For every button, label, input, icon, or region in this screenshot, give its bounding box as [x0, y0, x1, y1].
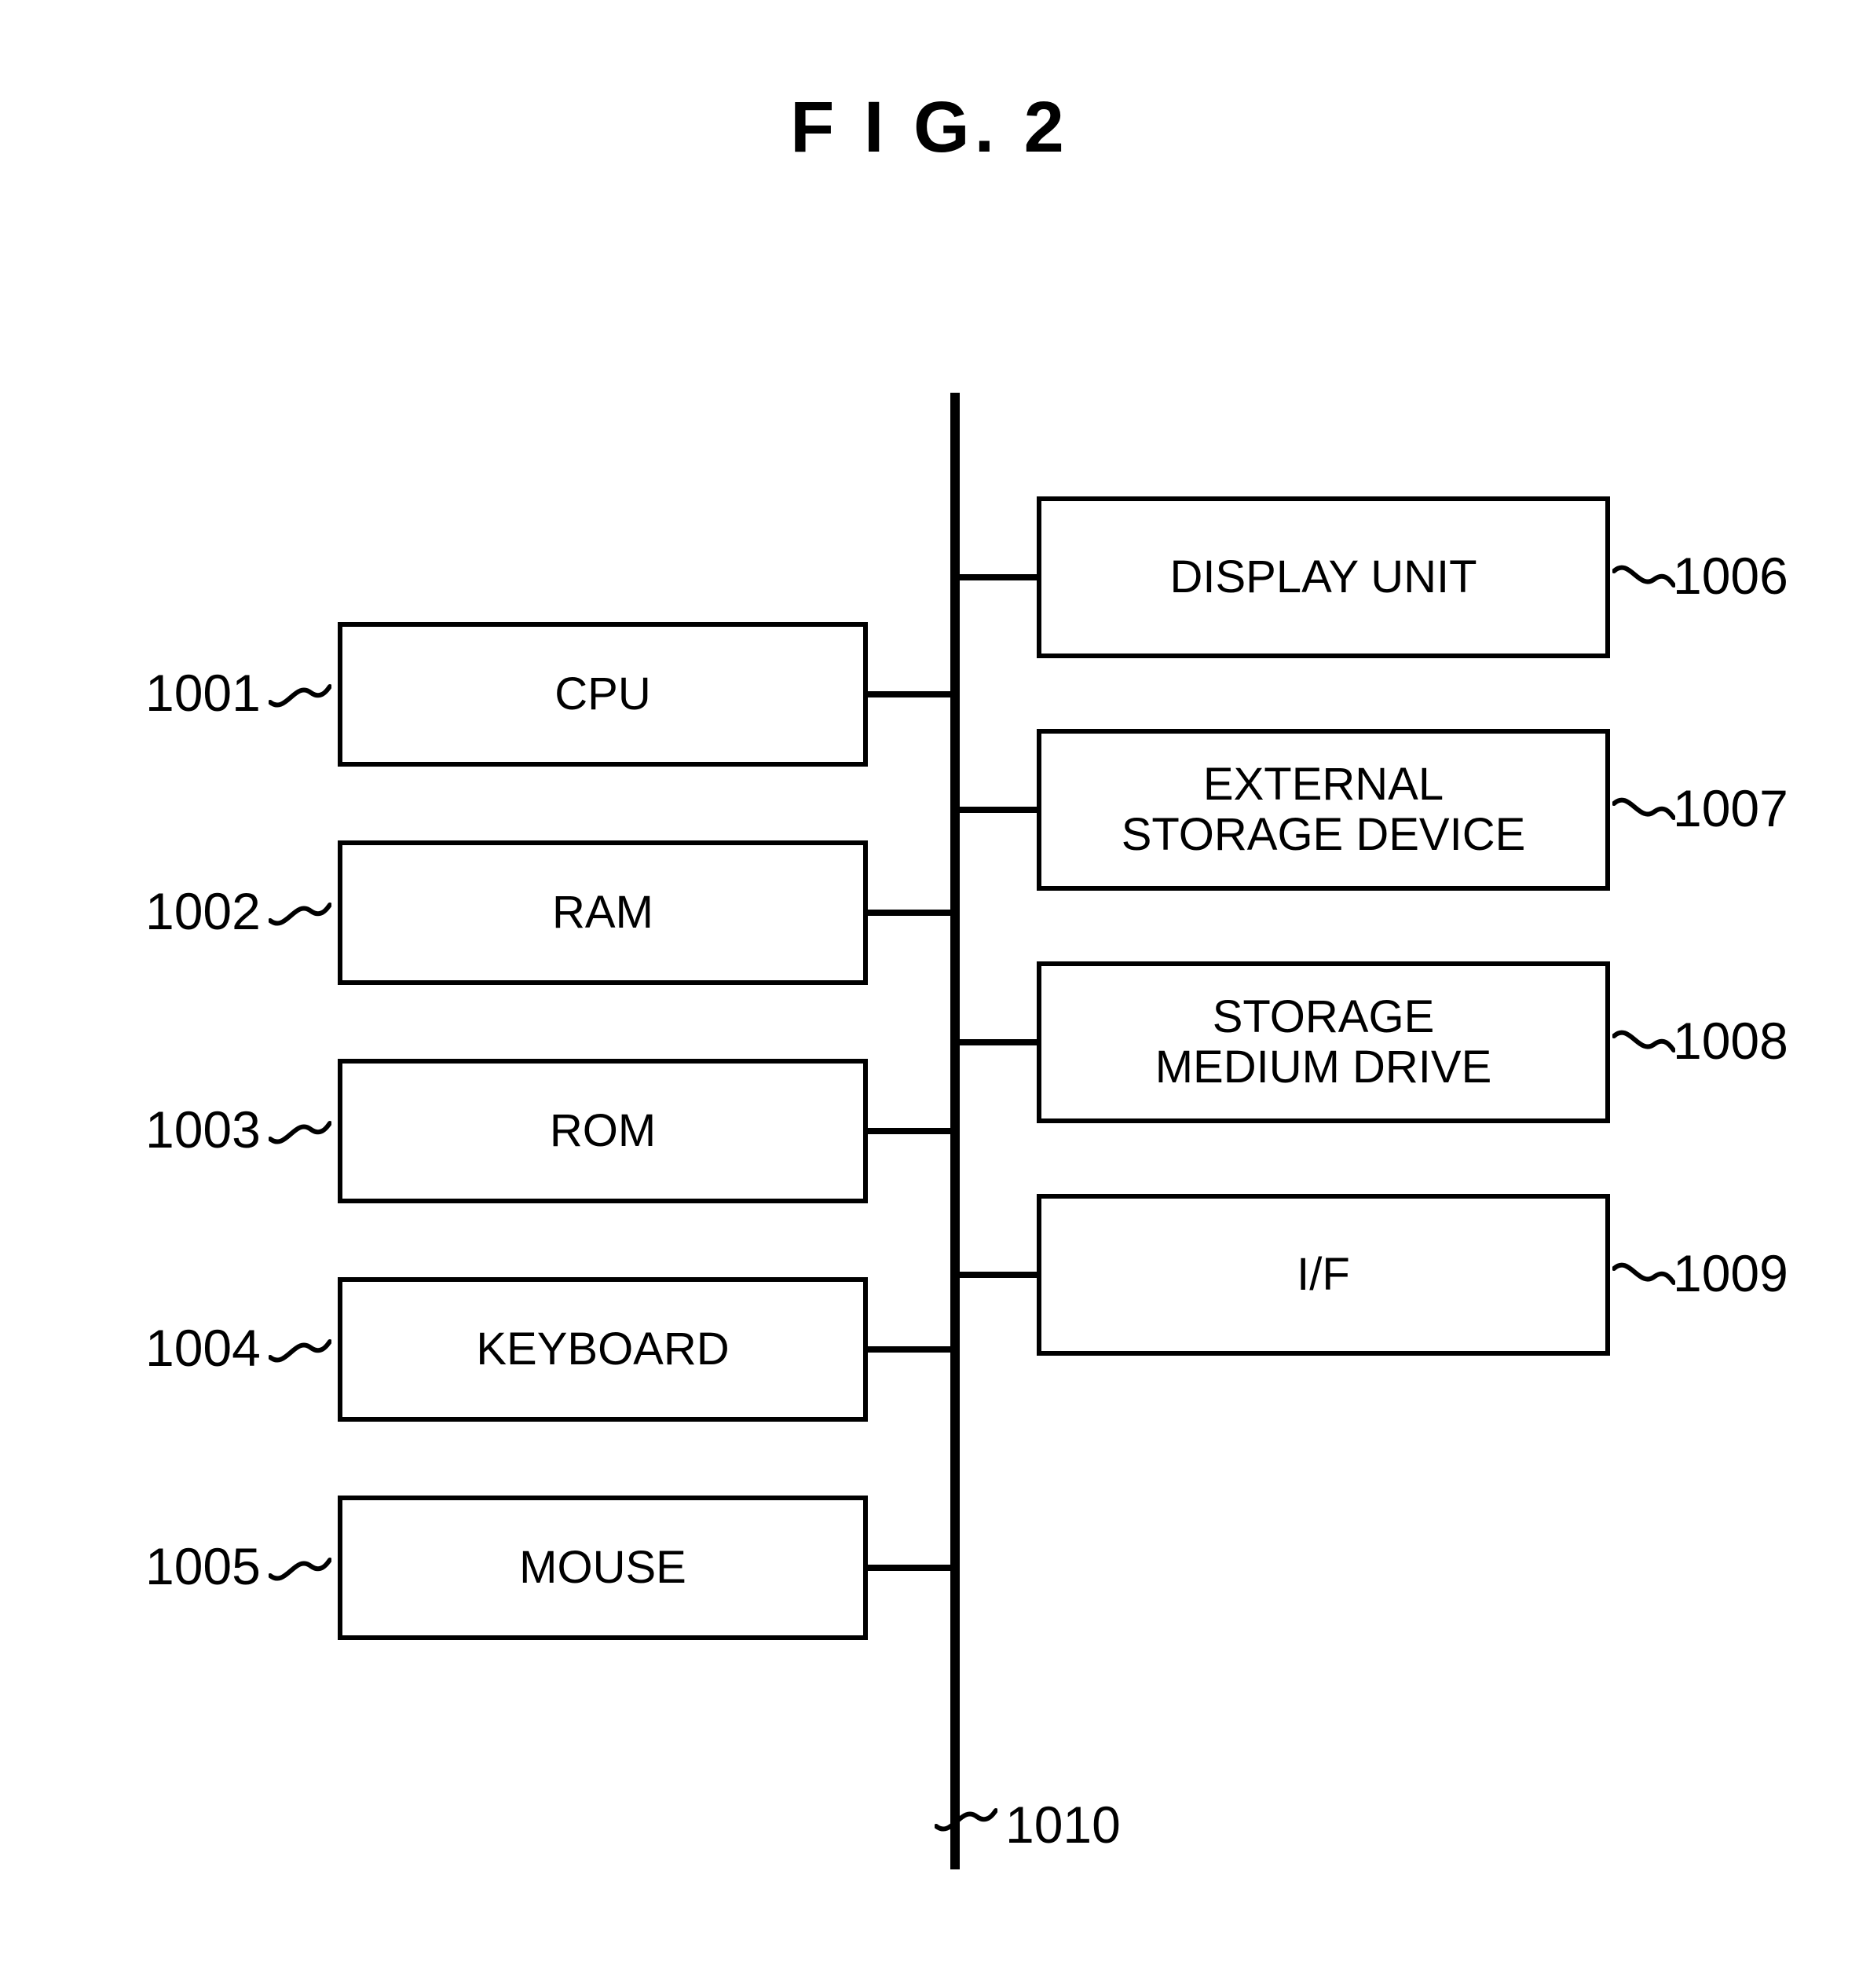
ref-label-cpu: 1001: [145, 663, 261, 723]
tilde-icon: [269, 1332, 331, 1367]
block-ram: RAM: [338, 840, 868, 985]
ref-label-display: 1006: [1673, 546, 1788, 606]
ref-label-ext-store: 1007: [1673, 778, 1788, 838]
connector-drive: [950, 1039, 1037, 1045]
tilde-icon: [269, 1550, 331, 1586]
connector-rom: [868, 1128, 960, 1134]
tilde-icon: [269, 677, 331, 712]
block-ext-store: EXTERNAL STORAGE DEVICE: [1037, 729, 1610, 891]
connector-display: [950, 574, 1037, 580]
connector-ram: [868, 910, 960, 916]
tilde-icon: [1612, 1025, 1675, 1060]
ref-label-drive: 1008: [1673, 1011, 1788, 1071]
block-cpu: CPU: [338, 622, 868, 767]
block-drive: STORAGE MEDIUM DRIVE: [1037, 961, 1610, 1123]
connector-mouse: [868, 1565, 960, 1571]
block-display: DISPLAY UNIT: [1037, 496, 1610, 658]
block-rom: ROM: [338, 1059, 868, 1203]
connector-ext-store: [950, 807, 1037, 813]
tilde-icon: [1612, 1258, 1675, 1293]
tilde-icon: [1612, 793, 1675, 828]
connector-keyboard: [868, 1346, 960, 1353]
connector-cpu: [868, 691, 960, 697]
ref-label-if: 1009: [1673, 1243, 1788, 1303]
tilde-icon: [1612, 560, 1675, 595]
tilde-icon: [269, 1114, 331, 1149]
ref-label-keyboard: 1004: [145, 1318, 261, 1378]
figure-stage: F I G. 2 1010 CPU 1001 RAM 1002 ROM 1003 KEYBOAR…: [0, 0, 1859, 1988]
block-if: I/F: [1037, 1194, 1610, 1356]
bus-ref-label: 1010: [1005, 1795, 1121, 1854]
ref-label-ram: 1002: [145, 881, 261, 941]
ref-label-rom: 1003: [145, 1100, 261, 1159]
ref-label-mouse: 1005: [145, 1536, 261, 1596]
tilde-icon: [269, 895, 331, 931]
figure-title: F I G. 2: [0, 86, 1859, 169]
block-mouse: MOUSE: [338, 1496, 868, 1640]
tilde-icon: [935, 1801, 997, 1836]
block-keyboard: KEYBOARD: [338, 1277, 868, 1422]
connector-if: [950, 1272, 1037, 1278]
